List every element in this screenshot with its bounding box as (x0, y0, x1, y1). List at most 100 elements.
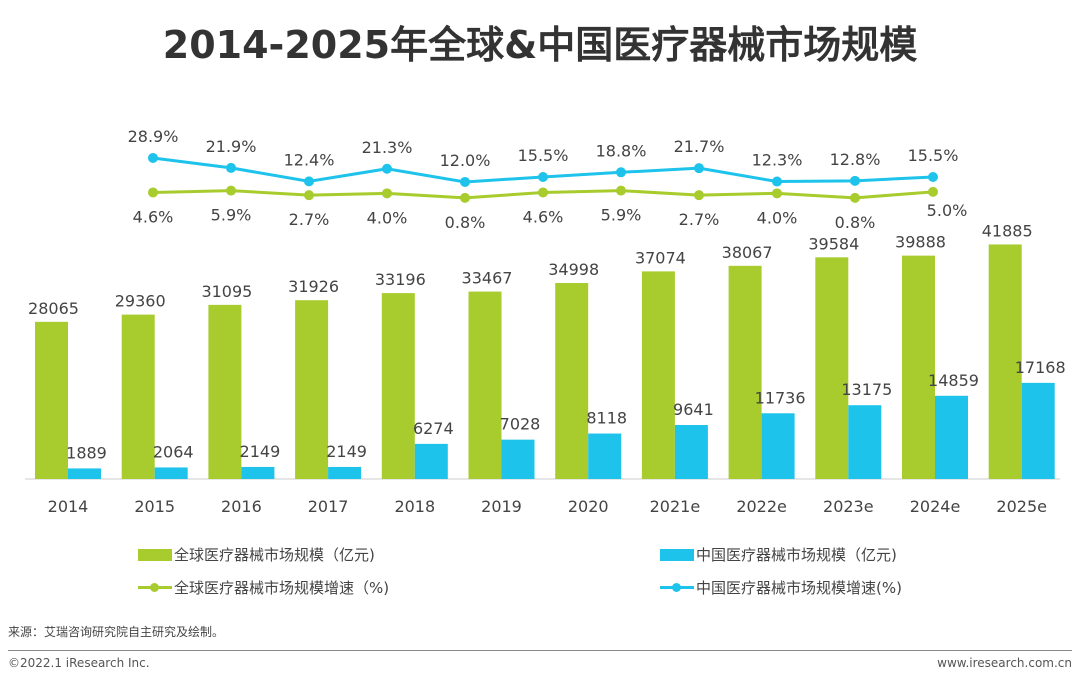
growth-point (304, 176, 314, 187)
growth-label: 28.9% (128, 127, 179, 146)
legend-label: 全球医疗器械市场规模（亿元) (174, 546, 375, 564)
bar-global (902, 255, 935, 479)
copyright: ©2022.1 iResearch Inc. (8, 656, 150, 670)
bar-global (121, 314, 155, 479)
bar-label-china: 14859 (928, 371, 979, 390)
growth-point (460, 192, 470, 203)
x-tick-label: 2021e (650, 497, 701, 516)
x-tick-label: 2022e (736, 497, 787, 516)
growth-label: 21.9% (206, 137, 257, 156)
bar-label-china: 2149 (326, 442, 367, 461)
bar-label-china: 6274 (413, 419, 454, 438)
bar-china (1021, 382, 1055, 479)
footer-divider (8, 650, 1072, 651)
growth-point (616, 167, 626, 178)
growth-point (226, 185, 236, 196)
bar-global (728, 265, 762, 479)
bar-label-global: 31926 (288, 277, 339, 296)
growth-label: 5.9% (211, 206, 252, 225)
bar-global (295, 300, 329, 479)
growth-point (148, 187, 158, 198)
legend-label: 中国医疗器械市场规模（亿元) (696, 546, 897, 564)
x-tick-label: 2023e (823, 497, 874, 516)
growth-point (148, 152, 158, 163)
legend-line-blue (660, 583, 694, 592)
growth-point (382, 163, 392, 174)
bar-label-global: 29360 (115, 292, 166, 311)
bar-label-global: 39888 (895, 233, 946, 252)
growth-label: 12.4% (284, 150, 335, 169)
x-tick-label: 2024e (910, 497, 961, 516)
x-tick-label: 2016 (221, 497, 262, 516)
legend-label: 全球医疗器械市场规模增速（%) (174, 579, 390, 597)
chart-title: 2014-2025年全球&中国医疗器械市场规模 (162, 23, 918, 67)
bar-global (35, 321, 68, 479)
legend-swatch-blue (660, 548, 694, 561)
bar-label-global: 33196 (375, 270, 426, 289)
growth-label: 18.8% (596, 141, 647, 160)
bar-label-global: 39584 (808, 234, 859, 253)
growth-label: 15.5% (908, 146, 959, 165)
bar-label-china: 9641 (673, 400, 714, 419)
x-tick-label: 2015 (134, 497, 175, 516)
growth-label: 2.7% (679, 210, 720, 229)
growth-point (460, 176, 470, 187)
x-tick-label: 2018 (394, 497, 435, 516)
bar-label-global: 28065 (28, 299, 79, 318)
bar-china (154, 467, 188, 479)
x-tick-label: 2019 (481, 497, 522, 516)
x-tick-label: 2025e (996, 497, 1047, 516)
bar-label-global: 33467 (462, 269, 513, 288)
bar-china (674, 425, 708, 479)
bar-label-global: 31095 (201, 282, 252, 301)
bar-china (848, 405, 882, 479)
source-note: 来源：艾瑞咨询研究院自主研究及绘制。 (8, 625, 225, 639)
bar-china (761, 413, 795, 479)
bar-label-china: 2064 (153, 442, 194, 461)
bar-china (935, 395, 968, 479)
bar-label-china: 13175 (841, 380, 892, 399)
bar-label-china: 7028 (500, 415, 541, 434)
growth-label: 12.8% (830, 150, 881, 169)
website-link[interactable]: www.iresearch.com.cn (937, 656, 1072, 670)
bar-label-china: 1889 (66, 443, 107, 462)
bar-china (241, 466, 275, 479)
growth-label: 0.8% (445, 213, 486, 232)
legend-swatch-green (138, 548, 172, 561)
growth-label: 21.7% (674, 137, 725, 156)
bar-china (588, 433, 622, 479)
bar-china (501, 439, 535, 479)
legend-china-size: 中国医疗器械市场规模（亿元) (660, 544, 897, 565)
growth-label: 12.0% (440, 151, 491, 170)
bar-label-global: 41885 (982, 221, 1033, 240)
bar-global (208, 304, 242, 479)
growth-label: 5.9% (601, 206, 642, 225)
growth-label: 4.0% (757, 208, 798, 227)
legend-global-growth: 全球医疗器械市场规模增速（%) (138, 577, 389, 598)
growth-point (538, 171, 548, 182)
bar-global (641, 271, 675, 479)
growth-point (226, 162, 236, 173)
bar-global (381, 293, 415, 479)
bar-global (815, 257, 849, 479)
growth-point (694, 163, 704, 174)
bar-label-global: 38067 (722, 243, 773, 262)
growth-point (304, 190, 314, 201)
growth-label: 12.3% (752, 151, 803, 170)
bar-label-global: 34998 (548, 260, 599, 279)
growth-point (850, 175, 860, 186)
bar-label-global: 37074 (635, 248, 686, 267)
growth-point (538, 187, 548, 198)
bar-label-china: 8118 (586, 409, 627, 428)
growth-point (928, 186, 938, 197)
x-tick-label: 2014 (48, 497, 89, 516)
growth-label: 5.0% (927, 201, 968, 220)
x-tick-label: 2017 (308, 497, 349, 516)
bar-china (68, 468, 101, 479)
growth-point (772, 176, 782, 187)
x-tick-label: 2020 (568, 497, 609, 516)
bar-china (328, 466, 362, 479)
growth-label: 21.3% (362, 138, 413, 157)
growth-point (772, 188, 782, 199)
growth-label: 4.0% (367, 208, 408, 227)
